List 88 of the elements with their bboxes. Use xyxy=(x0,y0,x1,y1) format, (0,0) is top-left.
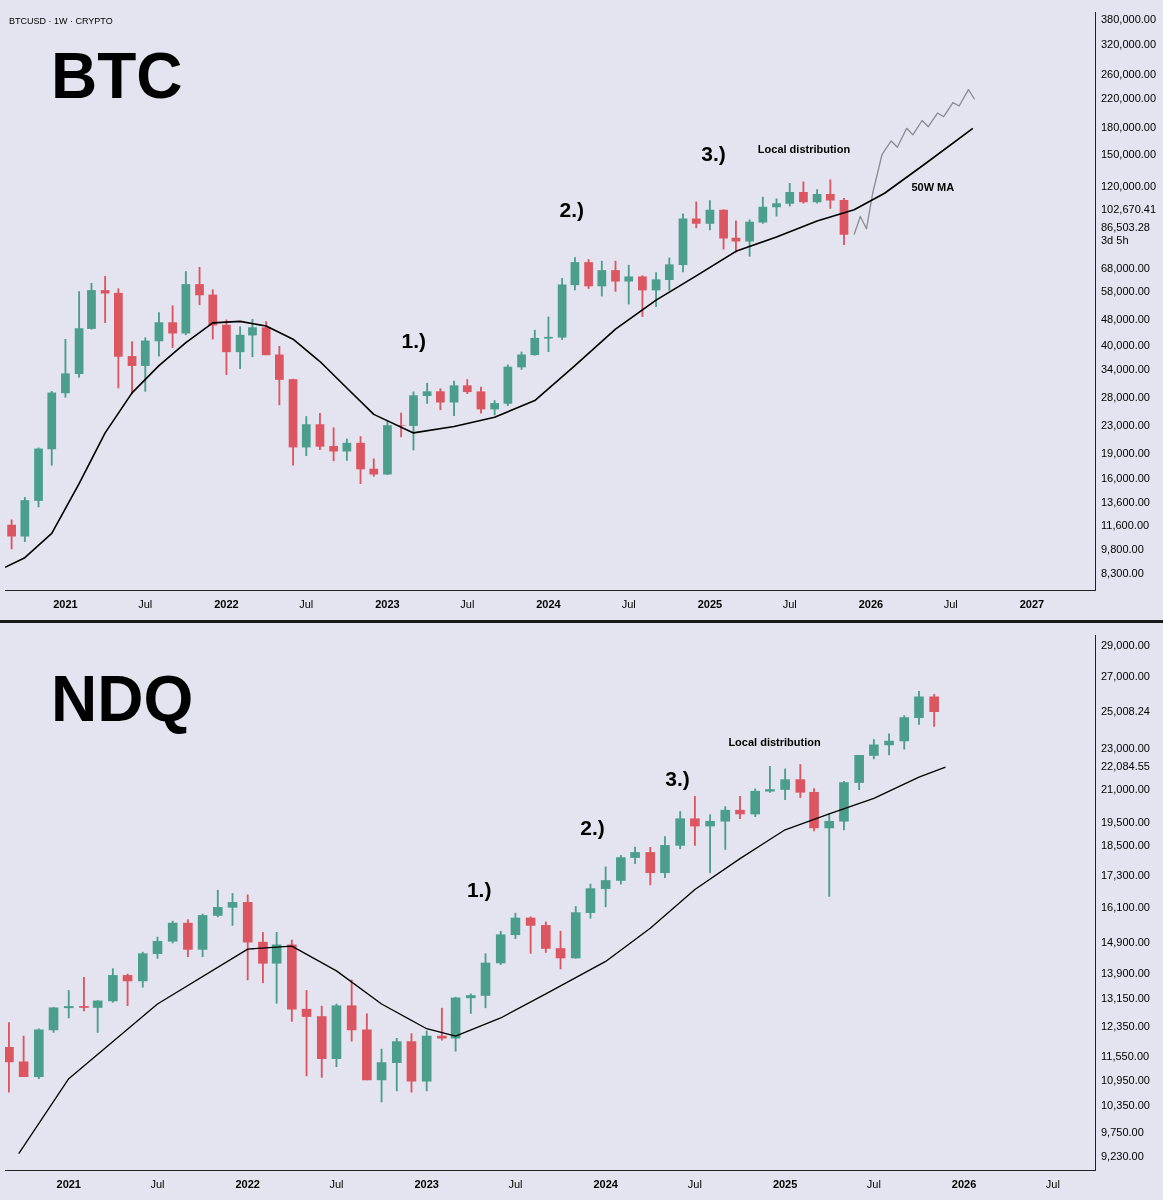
y-tick-label: 13,900.00 xyxy=(1101,967,1150,980)
y-tick-label: 86,503.28 3d 5h xyxy=(1101,220,1150,247)
y-tick-label: 220,000.00 xyxy=(1101,92,1157,105)
annotation: Local distribution xyxy=(728,735,821,748)
series-label: 50W MA xyxy=(911,181,955,194)
x-tick-label: Jul xyxy=(687,1178,702,1191)
y-tick-label: 9,750.00 xyxy=(1101,1125,1144,1138)
candlestick xyxy=(79,976,89,1012)
y-tick-label: 102,670.41 xyxy=(1101,202,1157,215)
chart-subtitle: BTCUSD · 1W · CRYPTO xyxy=(9,15,113,26)
y-tick-label: 23,000.00 xyxy=(1101,419,1150,432)
y-tick-label: 380,000.00 xyxy=(1101,13,1157,26)
y-tick-label: 18,500.00 xyxy=(1101,839,1150,852)
annotation: 2.) xyxy=(580,815,605,839)
candlestick xyxy=(824,813,835,897)
annotation: 3.) xyxy=(665,766,690,790)
x-tick-label: 2024 xyxy=(593,1178,619,1191)
y-tick-label: 23,000.00 xyxy=(1101,742,1150,755)
x-tick-label: Jul xyxy=(866,1178,881,1191)
x-tick-label: 2027 xyxy=(1019,598,1045,611)
candlestick xyxy=(705,814,715,874)
y-tick-label: 68,000.00 xyxy=(1101,262,1150,275)
y-tick-label: 11,600.00 xyxy=(1101,518,1150,531)
y-tick-label: 10,950.00 xyxy=(1101,1073,1150,1086)
y-tick-label: 19,500.00 xyxy=(1101,815,1150,828)
y-tick-label: 21,000.00 xyxy=(1101,782,1150,795)
x-tick-label: 2023 xyxy=(414,1178,439,1191)
x-tick-label: 2021 xyxy=(53,598,78,611)
y-tick-label: 22,084.55 xyxy=(1101,760,1150,773)
annotation: 1.) xyxy=(466,878,492,902)
x-tick-label: 2025 xyxy=(697,598,723,611)
x-tick-label: 2024 xyxy=(536,598,562,611)
y-tick-label: 12,350.00 xyxy=(1101,1019,1150,1032)
x-tick-label: Jul xyxy=(150,1178,165,1191)
y-tick-label: 48,000.00 xyxy=(1101,312,1150,325)
x-tick-label: 2023 xyxy=(375,598,400,611)
candlestick xyxy=(437,1007,447,1041)
x-tick-label: Jul xyxy=(299,598,314,611)
y-tick-label: 180,000.00 xyxy=(1101,121,1157,134)
y-tick-label: 17,300.00 xyxy=(1101,869,1150,882)
x-tick-label: Jul xyxy=(782,598,797,611)
x-tick-label: 2022 xyxy=(214,598,239,611)
y-tick-label: 10,350.00 xyxy=(1101,1098,1150,1111)
y-tick-label: 260,000.00 xyxy=(1101,68,1157,81)
x-tick-label: Jul xyxy=(1045,1178,1060,1191)
y-tick-label: 16,100.00 xyxy=(1101,901,1150,914)
y-tick-label: 19,000.00 xyxy=(1101,447,1150,460)
text: BTC xyxy=(51,40,183,113)
y-tick-label: 13,150.00 xyxy=(1101,991,1150,1004)
y-tick-label: 320,000.00 xyxy=(1101,37,1157,50)
x-tick-label: Jul xyxy=(460,598,475,611)
y-tick-label: 28,000.00 xyxy=(1101,390,1150,403)
candlestick xyxy=(329,427,338,462)
annotation: 3.) xyxy=(701,142,726,166)
y-tick-label: 40,000.00 xyxy=(1101,339,1150,352)
candlestick xyxy=(690,796,700,846)
x-tick-label: 2021 xyxy=(56,1178,81,1191)
y-tick-label: 34,000.00 xyxy=(1101,362,1150,375)
candlestick xyxy=(765,765,775,793)
x-tick-label: Jul xyxy=(621,598,636,611)
annotation: Local distribution xyxy=(757,143,851,156)
x-tick-label: Jul xyxy=(508,1178,523,1191)
x-tick-label: 2022 xyxy=(235,1178,260,1191)
candlestick xyxy=(466,993,476,1014)
x-tick-label: 2026 xyxy=(858,598,884,611)
x-tick-label: Jul xyxy=(943,598,958,611)
x-tick-label: 2025 xyxy=(772,1178,798,1191)
y-tick-label: 58,000.00 xyxy=(1101,285,1150,298)
y-tick-label: 25,008.24 xyxy=(1101,704,1150,717)
y-tick-label: 16,000.00 xyxy=(1101,472,1150,485)
y-tick-label: 11,550.00 xyxy=(1101,1049,1150,1062)
y-tick-label: 8,300.00 xyxy=(1101,567,1144,580)
annotation: 2.) xyxy=(559,197,585,221)
annotation: 1.) xyxy=(401,328,427,352)
y-tick-label: 13,600.00 xyxy=(1101,495,1150,508)
x-tick-label: Jul xyxy=(138,598,153,611)
y-tick-label: 120,000.00 xyxy=(1101,180,1157,193)
y-tick-label: 9,800.00 xyxy=(1101,543,1144,556)
y-tick-label: 14,900.00 xyxy=(1101,936,1150,949)
y-tick-label: 150,000.00 xyxy=(1101,147,1157,160)
y-tick-label: 27,000.00 xyxy=(1101,670,1150,683)
y-tick-label: 9,230.00 xyxy=(1101,1150,1144,1163)
x-tick-label: 2026 xyxy=(951,1178,977,1191)
candlestick xyxy=(63,990,74,1019)
x-tick-label: Jul xyxy=(329,1178,344,1191)
text: NDQ xyxy=(51,663,194,736)
y-tick-label: 29,000.00 xyxy=(1101,638,1150,651)
candlestick xyxy=(100,275,110,324)
